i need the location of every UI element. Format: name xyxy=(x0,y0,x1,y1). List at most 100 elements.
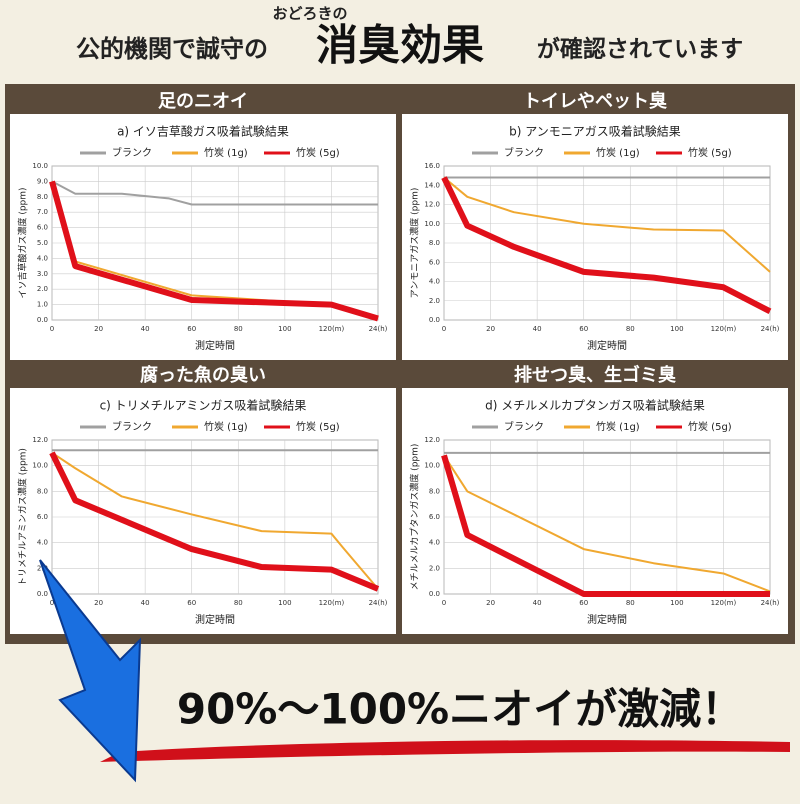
panel-heading: 足のニオイ xyxy=(158,91,248,112)
x-tick-label: 24(h) xyxy=(369,325,388,333)
x-tick-label: 120(m) xyxy=(711,325,737,333)
series-line xyxy=(51,451,379,590)
legend-label: 竹炭 (1g) xyxy=(596,146,640,159)
y-tick-label: 4.0 xyxy=(37,254,48,262)
y-tick-label: 12.0 xyxy=(424,436,440,444)
x-tick-label: 40 xyxy=(533,599,542,607)
x-tick-label: 100 xyxy=(670,325,683,333)
legend-label: ブランク xyxy=(112,420,152,433)
y-tick-label: 10.0 xyxy=(32,462,48,470)
y-tick-label: 4.0 xyxy=(429,539,440,547)
y-tick-label: 8.0 xyxy=(429,239,440,247)
x-tick-label: 40 xyxy=(141,599,150,607)
legend-label: 竹炭 (1g) xyxy=(204,146,248,159)
panel-heading: 排せつ臭、生ゴミ臭 xyxy=(514,364,676,386)
y-tick-label: 0.0 xyxy=(37,590,48,598)
header-lead: 公的機関で誠守の xyxy=(76,35,268,63)
x-axis-label: 測定時間 xyxy=(195,613,235,626)
x-tick-label: 0 xyxy=(50,325,54,333)
y-tick-label: 5.0 xyxy=(37,239,48,247)
panel-heading-bar xyxy=(10,362,396,388)
x-tick-label: 24(h) xyxy=(369,599,388,607)
footer-headline: 90%〜100%ニオイが激減！ xyxy=(177,685,743,734)
y-tick-label: 0.0 xyxy=(37,316,48,324)
series-line xyxy=(49,451,380,592)
x-tick-label: 40 xyxy=(533,325,542,333)
header-emphasis: 消臭効果 xyxy=(316,21,484,70)
x-tick-label: 120(m) xyxy=(711,599,737,607)
x-tick-label: 20 xyxy=(486,325,495,333)
y-tick-label: 14.0 xyxy=(424,181,440,189)
legend-label: 竹炭 (5g) xyxy=(688,146,732,159)
y-tick-label: 10.0 xyxy=(424,220,440,228)
arrow xyxy=(39,559,142,783)
legend-label: ブランク xyxy=(504,420,544,433)
x-tick-label: 0 xyxy=(442,325,446,333)
series-line xyxy=(443,176,771,273)
legend-label: 竹炭 (1g) xyxy=(596,420,640,433)
legend-label: 竹炭 (5g) xyxy=(296,420,340,433)
y-tick-label: 8.0 xyxy=(429,487,440,495)
series-line xyxy=(49,180,379,322)
x-tick-label: 120(m) xyxy=(319,325,345,333)
x-tick-label: 60 xyxy=(579,599,588,607)
x-tick-label: 20 xyxy=(94,599,103,607)
panel-heading: 腐った魚の臭い xyxy=(140,364,266,386)
series-line xyxy=(443,454,771,593)
y-tick-label: 6.0 xyxy=(37,224,48,232)
series-line xyxy=(51,180,378,206)
x-tick-label: 80 xyxy=(234,599,243,607)
y-axis-label: メチルメルカプタンガス濃度 (ppm) xyxy=(409,444,421,591)
y-axis-label: アンモニアガス濃度 (ppm) xyxy=(409,188,421,299)
series-line xyxy=(441,176,772,315)
x-tick-label: 60 xyxy=(579,325,588,333)
panel-heading-bar xyxy=(402,88,788,114)
x-tick-label: 0 xyxy=(50,599,54,607)
x-tick-label: 80 xyxy=(626,599,635,607)
legend-label: 竹炭 (5g) xyxy=(688,420,732,433)
panel-heading: トイレやペット臭 xyxy=(523,90,667,112)
header-ruby: おどろきの xyxy=(272,5,347,23)
y-tick-label: 12.0 xyxy=(424,201,440,209)
x-tick-label: 60 xyxy=(187,599,196,607)
x-tick-label: 24(h) xyxy=(761,325,780,333)
panel-heading-bar xyxy=(10,88,396,114)
x-tick-label: 0 xyxy=(442,599,446,607)
y-tick-label: 8.0 xyxy=(37,193,48,201)
y-tick-label: 3.0 xyxy=(37,270,48,278)
x-tick-label: 24(h) xyxy=(761,599,780,607)
series-line xyxy=(441,454,770,597)
header-tail: が確認されています xyxy=(537,36,743,63)
x-tick-label: 100 xyxy=(278,599,291,607)
legend-label: ブランク xyxy=(504,146,544,159)
y-tick-label: 2.0 xyxy=(37,285,48,293)
chart-title: b) アンモニアガス吸着試験結果 xyxy=(509,124,681,139)
y-tick-label: 10.0 xyxy=(424,462,440,470)
y-tick-label: 6.0 xyxy=(429,258,440,266)
chart-title: a) イソ吉草酸ガス吸着試験結果 xyxy=(117,124,289,139)
x-axis-label: 測定時間 xyxy=(195,339,235,352)
y-tick-label: 6.0 xyxy=(429,513,440,521)
x-tick-label: 100 xyxy=(670,599,683,607)
x-tick-label: 80 xyxy=(234,325,243,333)
y-axis-label: トリメチルアミンガス濃度 (ppm) xyxy=(17,448,29,586)
x-axis-label: 測定時間 xyxy=(587,339,627,352)
y-tick-label: 10.0 xyxy=(32,162,48,170)
y-tick-label: 4.0 xyxy=(37,539,48,547)
x-tick-label: 60 xyxy=(187,325,196,333)
y-tick-label: 7.0 xyxy=(37,208,48,216)
y-tick-label: 12.0 xyxy=(32,436,48,444)
x-tick-label: 40 xyxy=(141,325,150,333)
x-axis-label: 測定時間 xyxy=(587,613,627,626)
x-tick-label: 120(m) xyxy=(319,599,345,607)
legend-label: 竹炭 (1g) xyxy=(204,420,248,433)
y-tick-label: 2.0 xyxy=(429,564,440,572)
y-tick-label: 8.0 xyxy=(37,487,48,495)
y-tick-label: 6.0 xyxy=(37,513,48,521)
y-tick-label: 16.0 xyxy=(424,162,440,170)
y-tick-label: 4.0 xyxy=(429,278,440,286)
legend-label: 竹炭 (5g) xyxy=(296,146,340,159)
y-tick-label: 1.0 xyxy=(37,301,48,309)
